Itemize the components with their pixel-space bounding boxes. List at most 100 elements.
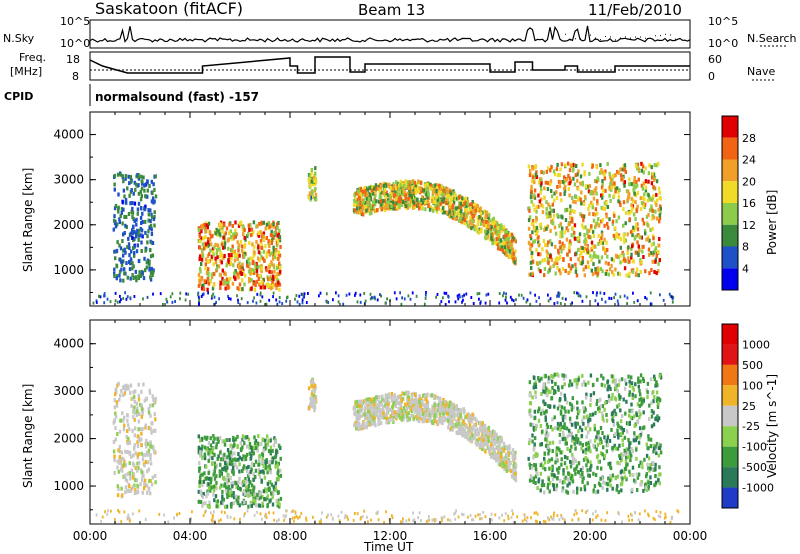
power-echo-cell: [441, 206, 445, 211]
power-ground-cell: [512, 299, 515, 303]
power-echo-cell: [624, 258, 627, 263]
power-echo-cell: [598, 259, 601, 264]
power-echo-cell: [492, 216, 495, 221]
power-ground-cell: [423, 302, 426, 306]
velocity-echo-cell: [225, 438, 228, 443]
power-echo-cell: [450, 209, 453, 214]
power-echo-cell: [553, 198, 556, 203]
velocity-echo-cell: [139, 402, 142, 407]
power-echo-cell: [216, 255, 219, 260]
power-ground-cell: [298, 303, 301, 306]
power-echo-cell: [530, 266, 533, 270]
velocity-echo-cell: [467, 426, 470, 431]
velocity-echo-cell: [368, 397, 371, 402]
power-ground-cell: [185, 292, 188, 296]
power-echo-cell: [139, 197, 143, 202]
power-echo-cell: [543, 273, 546, 278]
velocity-echo-cell: [474, 416, 477, 421]
power-echo-cell: [459, 217, 462, 222]
power-echo-cell: [619, 253, 622, 258]
power-ground-cell: [485, 293, 488, 297]
power-ground-cell: [386, 297, 388, 301]
power-echo-cell: [619, 260, 622, 265]
power-echo-cell: [474, 208, 478, 213]
power-ground-cell: [370, 296, 373, 300]
power-echo-cell: [425, 182, 428, 187]
velocity-echo-cell: [509, 469, 513, 473]
velocity-echo-cell: [441, 401, 444, 406]
velocity-echo-cell: [278, 502, 281, 507]
velocity-echo-cell: [223, 482, 227, 487]
power-echo-cell: [507, 245, 510, 250]
power-echo-cell: [408, 193, 411, 198]
velocity-echo-cell: [358, 421, 361, 426]
power-echo-cell: [401, 182, 404, 187]
power-echo-cell: [229, 261, 233, 266]
power-ground-cell: [152, 292, 154, 296]
power-echo-cell: [377, 186, 380, 191]
power-echo-cell: [123, 231, 126, 235]
velocity-echo-cell: [470, 419, 473, 424]
velocity-echo-cell: [312, 393, 316, 398]
power-echo-cell: [211, 286, 215, 291]
velocity-echo-cell: [238, 462, 241, 467]
power-echo-cell: [257, 264, 260, 269]
velocity-echo-cell: [413, 400, 416, 405]
power-ground-cell: [359, 300, 362, 304]
power-echo-cell: [138, 233, 141, 238]
velocity-echo-cell: [263, 446, 267, 451]
power-echo-cell: [621, 250, 624, 255]
velocity-echo-cell: [123, 459, 126, 464]
power-ground-cell: [564, 297, 567, 301]
velocity-echo-cell: [242, 464, 246, 469]
velocity-echo-cell: [142, 486, 146, 491]
power-echo-cell: [234, 276, 237, 281]
power-ground-cell: [577, 292, 580, 296]
power-ground-cell: [603, 292, 606, 295]
velocity-echo-cell: [486, 431, 489, 436]
power-ground-cell: [632, 291, 634, 295]
power-echo-cell: [406, 180, 409, 185]
velocity-echo-cell: [245, 452, 249, 457]
power-echo-cell: [490, 225, 493, 230]
power-echo-cell: [239, 220, 243, 225]
power-echo-cell: [207, 267, 210, 272]
power-echo-cell: [608, 193, 611, 198]
power-echo-cell: [250, 271, 254, 275]
velocity-echo-cell: [145, 444, 148, 449]
power-echo-cell: [394, 188, 397, 193]
power-echo-cell: [473, 202, 477, 207]
power-echo-cell: [603, 223, 606, 228]
power-echo-cell: [634, 217, 637, 222]
power-echo-cell: [251, 242, 254, 247]
velocity-echo-cell: [203, 435, 206, 440]
power-echo-cell: [575, 273, 579, 278]
power-echo-cell: [152, 268, 155, 273]
velocity-echo-cell: [504, 458, 507, 463]
velocity-echo-cell: [377, 403, 380, 408]
power-ground-cell: [213, 302, 216, 306]
power-echo-cell: [648, 271, 651, 276]
velocity-echo-cell: [468, 423, 472, 428]
power-echo-cell: [148, 184, 151, 188]
power-ground-cell: [659, 293, 661, 297]
velocity-echo-cell: [124, 387, 127, 392]
power-echo-cell: [451, 215, 455, 220]
power-echo-cell: [612, 211, 616, 216]
power-echo-cell: [260, 266, 264, 271]
power-echo-cell: [355, 201, 358, 206]
power-echo-cell: [653, 163, 656, 168]
power-ground-cell: [318, 294, 320, 298]
velocity-echo-cell: [308, 406, 311, 411]
power-ground-cell: [549, 297, 552, 301]
power-echo-cell: [624, 170, 627, 174]
power-echo-cell: [267, 284, 270, 289]
power-ground-cell: [463, 293, 465, 297]
power-echo-cell: [380, 202, 383, 207]
power-ground-cell: [187, 292, 190, 296]
power-echo-cell: [128, 267, 132, 272]
power-echo-cell: [458, 204, 461, 209]
power-echo-cell: [278, 228, 281, 233]
power-echo-cell: [261, 256, 265, 261]
power-echo-cell: [510, 243, 513, 247]
